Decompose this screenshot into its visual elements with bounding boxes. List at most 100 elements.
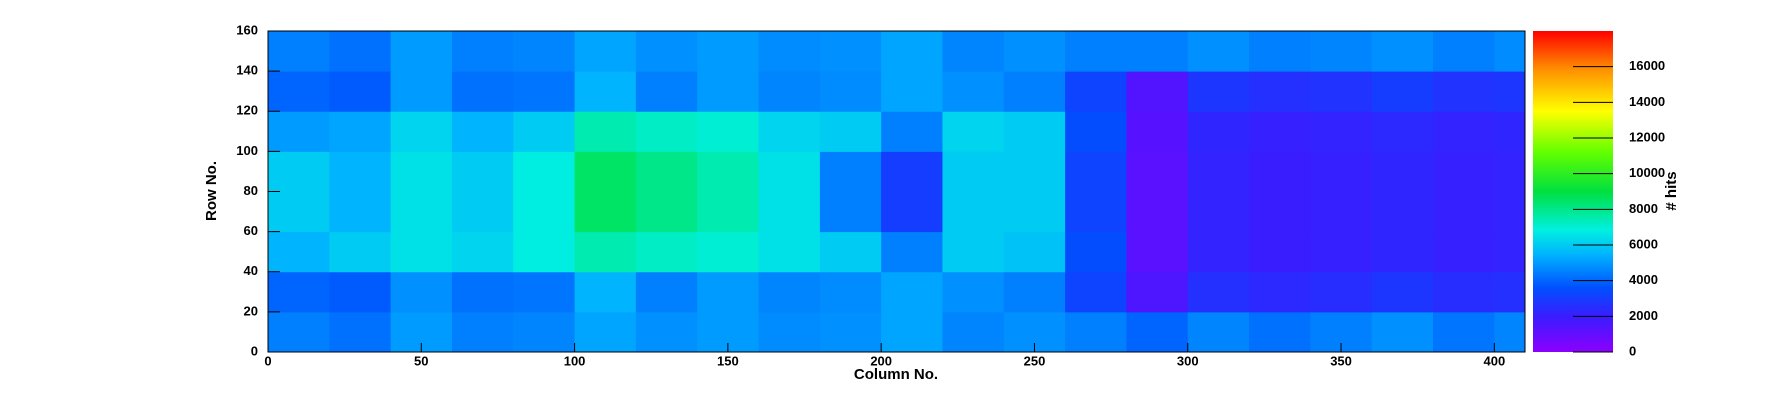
heatmap-cell	[1003, 231, 1066, 273]
heatmap-cell	[1310, 271, 1373, 313]
heatmap-cell	[758, 311, 821, 353]
heatmap-cell	[1249, 151, 1311, 192]
heatmap-cell	[819, 191, 882, 233]
heatmap-cell	[1310, 191, 1373, 233]
heatmap-cell	[513, 191, 576, 233]
heatmap-cell	[1126, 191, 1189, 233]
heatmap-cell	[268, 111, 330, 152]
heatmap-cell	[881, 191, 943, 233]
heatmap-cell	[1003, 71, 1066, 112]
heatmap-cell	[268, 231, 330, 273]
y-tick-label: 40	[244, 263, 258, 278]
heatmap-cell	[390, 271, 453, 313]
heatmap-cell	[1187, 71, 1250, 112]
heatmap-cell	[1371, 231, 1434, 273]
heatmap-cell	[1187, 31, 1250, 72]
heatmap-cell	[697, 151, 760, 192]
colorbar-tick-label: 8000	[1629, 201, 1658, 216]
heatmap-cell	[881, 31, 943, 72]
heatmap-cell	[513, 271, 576, 313]
heatmap-cell	[758, 191, 821, 233]
heatmap-cell	[1494, 191, 1526, 233]
heatmap-cell	[451, 191, 514, 233]
x-tick-label: 400	[1483, 353, 1505, 368]
heatmap-cell	[329, 111, 392, 152]
heatmap-cell	[697, 111, 760, 152]
heatmap-cell	[758, 151, 821, 192]
heatmap-cell	[268, 271, 330, 313]
heatmap-cell	[268, 71, 330, 112]
heatmap-cell	[1433, 71, 1495, 112]
heatmap-cell	[635, 231, 698, 273]
heatmap-cell	[942, 271, 1005, 313]
heatmap-cell	[451, 271, 514, 313]
heatmap-cell	[1187, 271, 1250, 313]
heatmap-cell	[1065, 31, 1127, 72]
heatmap-cell	[574, 231, 637, 273]
heatmap-cell	[1065, 311, 1127, 353]
heatmap-cell	[1249, 271, 1311, 313]
heatmap-cell	[881, 231, 943, 273]
heatmap-cell	[1494, 111, 1526, 152]
heatmap-cell	[574, 151, 637, 192]
heatmap-cell	[1126, 71, 1189, 112]
heatmap-cell	[758, 111, 821, 152]
heatmap-cell	[635, 151, 698, 192]
heatmap-cell	[1003, 151, 1066, 192]
heatmap-cell	[513, 111, 576, 152]
heatmap-cell	[1433, 311, 1495, 353]
x-tick-label: 350	[1330, 353, 1352, 368]
heatmap-cell	[268, 191, 330, 233]
x-tick-label: 200	[870, 353, 892, 368]
colorbar-label: # hits	[1663, 171, 1680, 210]
heatmap-cell	[635, 191, 698, 233]
heatmap-cell	[1433, 191, 1495, 233]
x-tick-label: 300	[1177, 353, 1199, 368]
heatmap-cell	[1126, 271, 1189, 313]
heatmap-cell	[390, 31, 453, 72]
heatmap-cell	[451, 151, 514, 192]
heatmap-cell	[819, 271, 882, 313]
colorbar-tick-label: 14000	[1629, 94, 1665, 109]
heatmap-cell	[513, 71, 576, 112]
heatmap-cell	[1249, 231, 1311, 273]
heatmap-cell	[697, 31, 760, 72]
heatmap-cell	[1126, 31, 1189, 72]
heatmap-cell	[574, 31, 637, 72]
heatmap-cell	[1494, 31, 1526, 72]
heatmap-cell	[1494, 311, 1526, 353]
heatmap-cell	[1003, 271, 1066, 313]
heatmap-cell	[1249, 311, 1311, 353]
heatmap-cell	[574, 111, 637, 152]
heatmap-cell	[1371, 271, 1434, 313]
heatmap-cell	[451, 71, 514, 112]
heatmap-cell	[942, 31, 1005, 72]
heatmap-cell	[268, 31, 330, 72]
heatmap-cell	[1249, 31, 1311, 72]
heatmap-cell	[1310, 111, 1373, 152]
heatmap-cell	[942, 231, 1005, 273]
heatmap-cell	[329, 71, 392, 112]
x-tick-label: 0	[264, 353, 271, 368]
y-tick-label: 80	[244, 183, 258, 198]
y-tick-label: 20	[244, 303, 258, 318]
heatmap-cell	[451, 311, 514, 353]
y-tick-label: 140	[236, 63, 258, 78]
heatmap-cell	[881, 71, 943, 112]
heatmap-cell	[1003, 191, 1066, 233]
heatmap-cell	[881, 311, 943, 353]
heatmap-cell	[1187, 111, 1250, 152]
heatmap-cell	[1371, 311, 1434, 353]
heatmap-cell	[513, 31, 576, 72]
heatmap-cell	[819, 151, 882, 192]
heatmap-cell	[819, 71, 882, 112]
heatmap-cell	[1494, 151, 1526, 192]
heatmap-cell	[1187, 311, 1250, 353]
heatmap-cell	[758, 31, 821, 72]
heatmap-cell	[1433, 271, 1495, 313]
y-axis-label: Row No.	[203, 161, 220, 221]
heatmap-cell	[1433, 231, 1495, 273]
y-tick-label: 60	[244, 223, 258, 238]
heatmap-cell	[881, 111, 943, 152]
colorbar-tick-label: 12000	[1629, 129, 1665, 144]
